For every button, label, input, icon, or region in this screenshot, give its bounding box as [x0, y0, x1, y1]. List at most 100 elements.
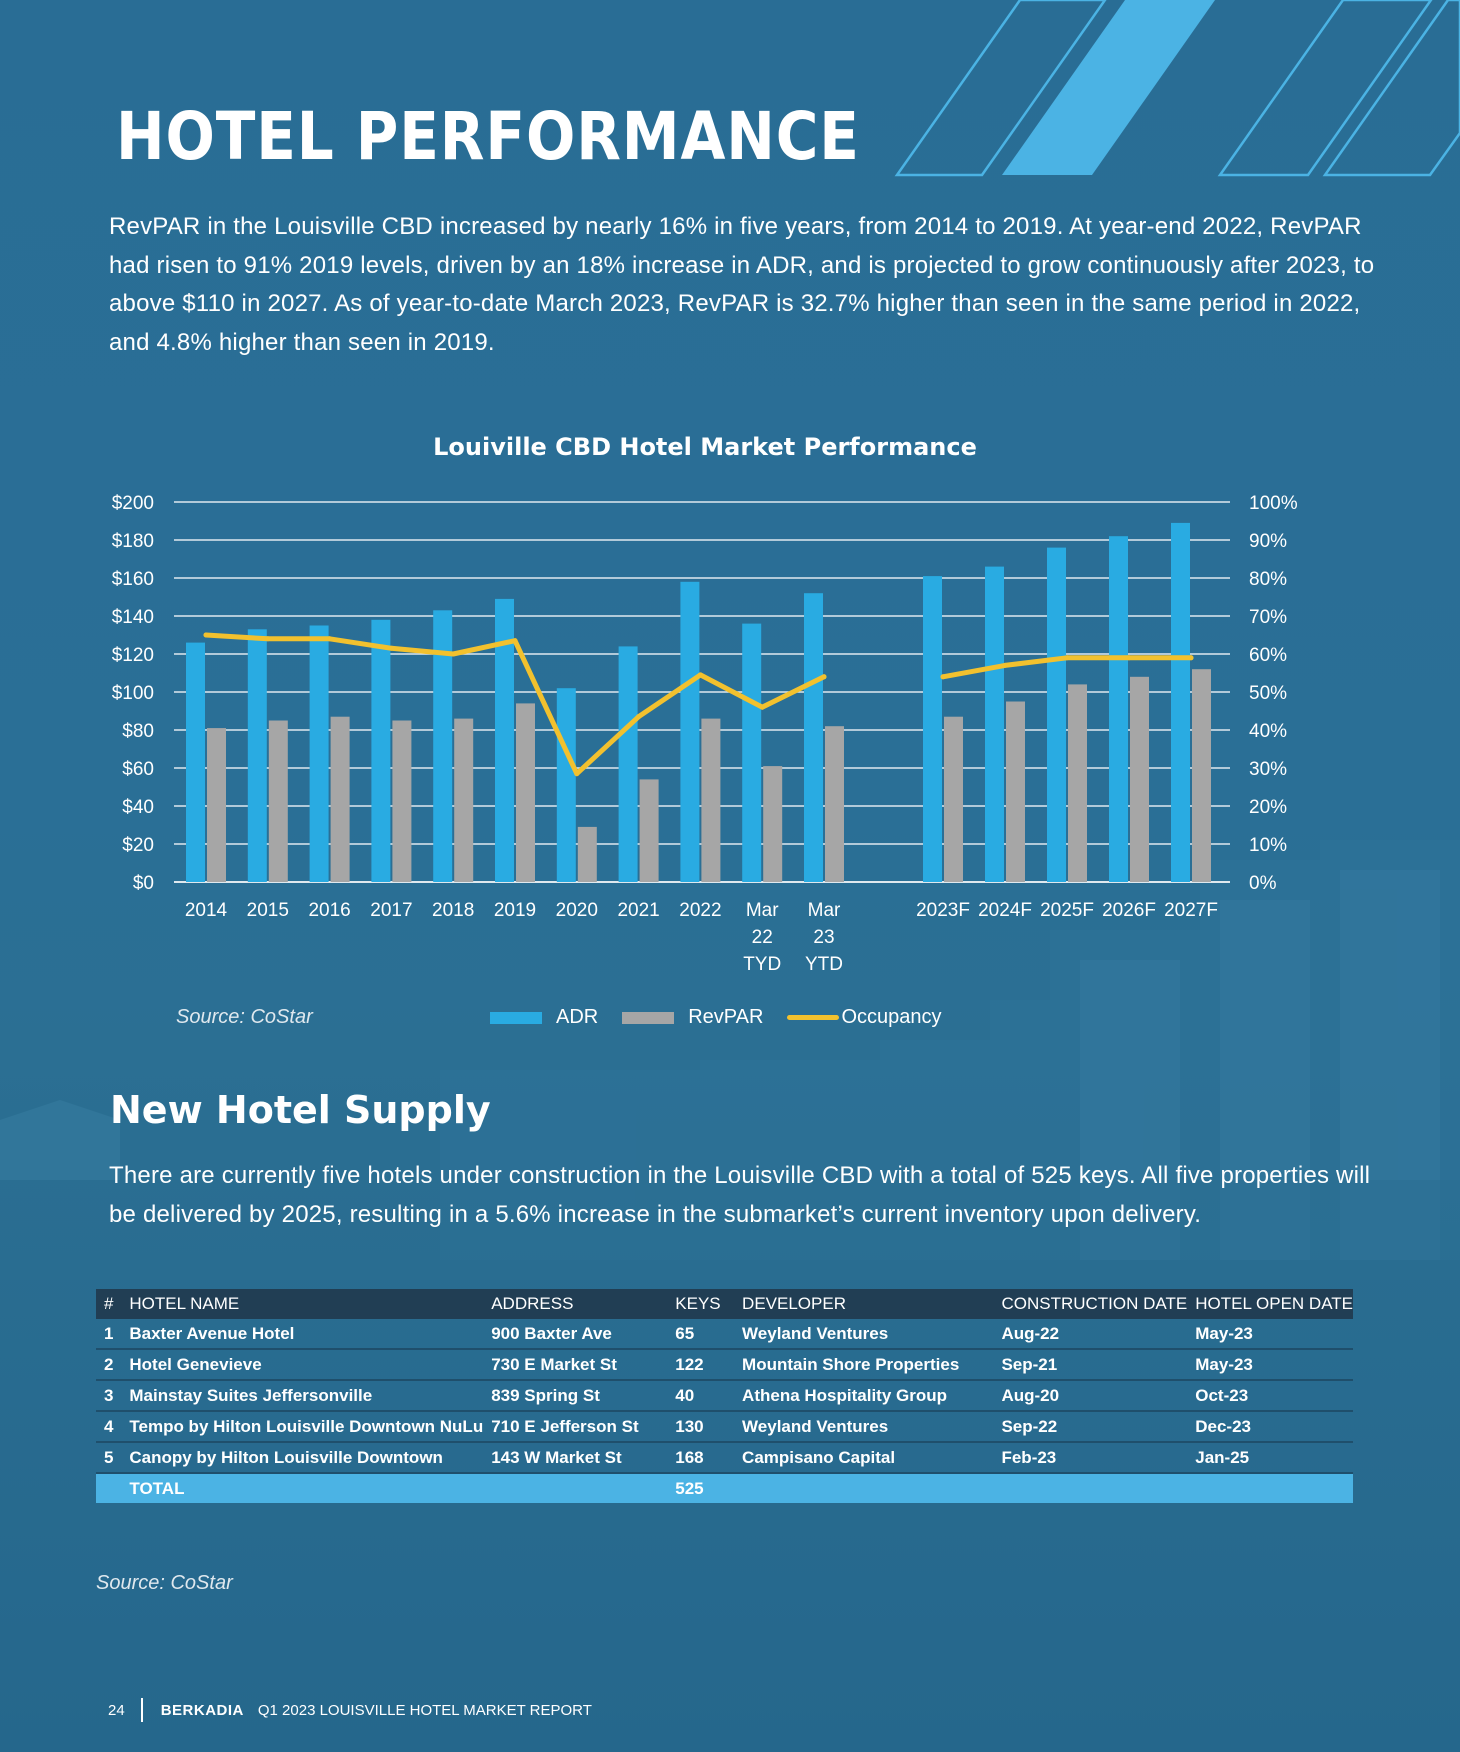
- bar-adr-2020: [556, 688, 576, 882]
- bar-adr-2021: [618, 646, 638, 882]
- bar-adr-2018: [433, 610, 453, 882]
- table-header-row: # HOTEL NAME ADDRESS KEYS DEVELOPER CONS…: [96, 1289, 1353, 1319]
- legend-swatch-occupancy: [787, 1015, 840, 1020]
- x-tick-label-line: 2025F: [1040, 900, 1094, 921]
- chart-title: Louiville CBD Hotel Market Performance: [433, 433, 977, 461]
- table-row: 1 Baxter Avenue Hotel 900 Baxter Ave 65 Weyl…: [96, 1319, 1353, 1349]
- y-left-tick-label: $80: [122, 721, 154, 742]
- y-left-tick-label: $140: [112, 607, 154, 628]
- x-tick-label-line: 2022: [679, 900, 721, 921]
- legend-item-revpar: RevPAR: [622, 1006, 763, 1029]
- page-footer: 24 BERKADIA Q1 2023 LOUISVILLE HOTEL MAR…: [108, 1698, 592, 1722]
- cell-address: 143 W Market St: [491, 1447, 622, 1467]
- x-tick-label: 2027F: [1164, 900, 1218, 921]
- cell-keys: 40: [675, 1385, 695, 1405]
- x-tick-label-line: Mar: [808, 900, 841, 921]
- x-tick-label-line: 2019: [494, 900, 536, 921]
- bar-revpar-2022: [701, 718, 721, 882]
- x-tick-label-line: 2027F: [1164, 900, 1218, 921]
- total-developer: [734, 1473, 993, 1503]
- occupancy-point-2014: [203, 632, 209, 638]
- legend-label-revpar: RevPAR: [688, 1006, 764, 1028]
- bar-adr-2019: [495, 598, 514, 882]
- bar-adr-2025f: [1047, 547, 1066, 882]
- cell-open: May-23: [1195, 1354, 1253, 1374]
- bar-adr-2016: [309, 625, 329, 882]
- supply-title: New Hotel Supply: [110, 1088, 491, 1132]
- intro-paragraph: RevPAR in the Louisville CBD increased b…: [109, 213, 1375, 356]
- x-tick-label-line: 2016: [308, 900, 350, 921]
- legend-label-occupancy: Occupancy: [841, 1006, 942, 1028]
- cell-developer: Campisano Capital: [742, 1447, 896, 1467]
- table-row: 5 Canopy by Hilton Louisville Downtown 143…: [96, 1442, 1353, 1473]
- occupancy-point-2020: [574, 771, 580, 777]
- bar-adr-2023f: [923, 576, 942, 882]
- legend-item-occupancy: Occupancy: [787, 1006, 942, 1029]
- cell-construction: Aug-22: [1001, 1323, 1060, 1343]
- x-tick-label: Mar 23 YTD: [805, 900, 843, 975]
- cell-open: Oct-23: [1195, 1385, 1249, 1405]
- total-keys: 525: [675, 1478, 704, 1498]
- hotel-supply-table: # HOTEL NAME ADDRESS KEYS DEVELOPER CONS…: [96, 1289, 1353, 1503]
- x-tick-label: 2023F: [916, 900, 970, 921]
- x-tick-label-line: 2023F: [916, 900, 970, 921]
- cell-num: 3: [104, 1385, 114, 1405]
- occupancy-line: [203, 632, 1194, 777]
- occupancy-point-mar-23-ytd: [821, 674, 827, 680]
- bar-revpar-2018: [454, 718, 474, 882]
- x-tick-label-line: YTD: [805, 954, 843, 975]
- footer-report-title: Q1 2023 LOUISVILLE HOTEL MARKET REPORT: [257, 1701, 592, 1719]
- cell-open: Dec-23: [1195, 1416, 1252, 1436]
- bar-revpar-2027f: [1192, 669, 1211, 882]
- cell-construction: Sep-22: [1001, 1416, 1058, 1436]
- cell-num: 4: [104, 1416, 114, 1436]
- cell-name: Tempo by Hilton Louisville Downtown NuLu: [129, 1416, 484, 1436]
- y-right-tick-label: 60%: [1249, 645, 1287, 666]
- x-tick-label-line: 2020: [556, 900, 598, 921]
- y-left-tick-label: $60: [122, 759, 154, 780]
- cell-num: 5: [104, 1447, 114, 1467]
- page-title: HOTEL PERFORMANCE: [116, 98, 860, 175]
- occupancy-point-2027f: [1188, 655, 1194, 661]
- bar-revpar-mar-22-tyd: [763, 766, 783, 882]
- x-tick-label: 2017: [370, 900, 412, 921]
- cell-num: 1: [104, 1323, 114, 1343]
- occupancy-point-2022: [697, 672, 703, 678]
- x-tick-label: 2025F: [1040, 900, 1094, 921]
- y-axis-left: $0 $20 $40 $60 $80 $100 $120 $140 $160 $180 $200: [112, 493, 154, 894]
- x-tick-label: 2021: [617, 900, 659, 921]
- footer-divider: [140, 1698, 143, 1722]
- table-row: 4 Tempo by Hilton Louisville Downtown NuL…: [96, 1411, 1353, 1442]
- y-right-tick-label: 20%: [1249, 797, 1287, 818]
- cell-name: Baxter Avenue Hotel: [129, 1323, 295, 1343]
- cell-developer: Weyland Ventures: [742, 1416, 889, 1436]
- cell-open: Jan-25: [1195, 1447, 1250, 1467]
- header-construction-date: CONSTRUCTION DATE: [1001, 1294, 1188, 1313]
- x-tick-label-line: 23: [813, 927, 834, 948]
- y-right-tick-label: 70%: [1249, 607, 1287, 628]
- y-right-tick-label: 40%: [1249, 721, 1287, 742]
- x-tick-label-line: 2024F: [978, 900, 1032, 921]
- cell-address: 839 Spring St: [491, 1385, 600, 1405]
- cell-construction: Sep-21: [1001, 1354, 1058, 1374]
- y-right-tick-label: 10%: [1249, 835, 1287, 856]
- bar-revpar-2016: [330, 716, 350, 882]
- legend-item-adr: ADR: [490, 1006, 598, 1029]
- cell-construction: Feb-23: [1001, 1447, 1057, 1467]
- bar-revpar-2015: [268, 720, 288, 882]
- footer-brand: BERKADIA: [160, 1701, 244, 1719]
- chart-source: Source: CoStar: [176, 1006, 313, 1028]
- x-tick-label: 2019: [494, 900, 536, 921]
- bar-adr-2017: [371, 619, 391, 882]
- cell-name: Mainstay Suites Jeffersonville: [129, 1385, 373, 1405]
- cell-name: Hotel Genevieve: [129, 1354, 262, 1374]
- bar-revpar-2017: [392, 720, 412, 882]
- cell-developer: Weyland Ventures: [742, 1323, 889, 1343]
- header-keys: KEYS: [675, 1294, 721, 1313]
- occupancy-point-2026f: [1126, 655, 1132, 661]
- x-tick-label-line: 2014: [185, 900, 228, 921]
- x-tick-label: 2014: [185, 900, 228, 921]
- occupancy-line-segment-1: [203, 632, 827, 777]
- bar-revpar-2014: [207, 728, 226, 882]
